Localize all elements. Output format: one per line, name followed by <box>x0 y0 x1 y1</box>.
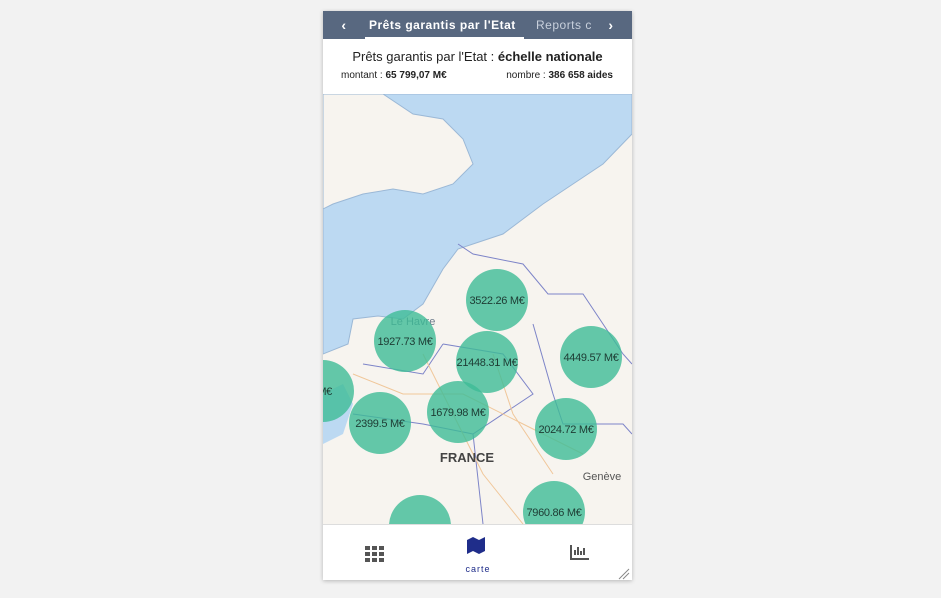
label: montant : <box>341 70 383 81</box>
cluster[interactable]: 4449.57 M€ <box>560 326 622 388</box>
count: nombre : 386 658 aides <box>506 70 613 81</box>
scope: échelle nationale <box>497 49 603 64</box>
tab[interactable]: Reports c <box>536 18 591 32</box>
cluster-circle <box>427 381 489 443</box>
cluster[interactable]: 7960.86 M€ <box>523 481 585 524</box>
cluster-label: 2024.72 M€ <box>538 424 593 436</box>
cluster[interactable]: 2024.72 M€ <box>535 398 597 460</box>
cluster[interactable]: 3522.26 M€ <box>466 269 528 331</box>
cluster-circle <box>456 331 518 393</box>
nav-label[interactable]: carte <box>465 564 490 574</box>
cluster-label: 21448.31 M€ <box>457 357 518 369</box>
tab[interactable]: Prêts garantis par l'Etat <box>365 11 524 39</box>
cluster[interactable]: 2399.5 M€ <box>349 392 411 454</box>
cluster-circle <box>535 398 597 460</box>
cluster-label: M€ <box>323 386 332 398</box>
amount: montant : 65 799,07 M€ <box>341 70 447 81</box>
cluster-circle <box>560 326 622 388</box>
cluster[interactable]: 1679.98 M€ <box>427 381 489 443</box>
uk <box>323 94 474 210</box>
cluster-circle <box>466 269 528 331</box>
cluster-label: 2399.5 M€ <box>355 418 404 430</box>
place-label: FRANCE <box>440 450 494 465</box>
next-tab[interactable]: › <box>608 17 614 33</box>
map-icon[interactable] <box>467 537 485 554</box>
bottom-nav: carte <box>323 524 632 580</box>
grid-icon[interactable] <box>365 546 384 562</box>
cluster-circle <box>323 360 354 422</box>
cluster-circle <box>523 481 585 524</box>
cluster-label: 1679.98 M€ <box>430 407 485 419</box>
cluster-label: 1927.73 M€ <box>377 336 432 348</box>
title: Prêts garantis par l'Etat : <box>352 49 495 64</box>
cluster[interactable]: 1927.73 M€ <box>374 310 436 372</box>
place-label: Genève <box>583 471 622 483</box>
cluster-label: 4449.57 M€ <box>563 352 618 364</box>
summary: Prêts garantis par l'Etat : échelle nati… <box>323 39 632 94</box>
value: 386 658 aides <box>548 70 614 81</box>
cluster[interactable]: M€ <box>323 360 354 422</box>
summary-title: Prêts garantis par l'Etat : échelle nati… <box>323 39 632 64</box>
cluster[interactable]: 21448.31 M€ <box>456 331 518 393</box>
cluster-circle <box>349 392 411 454</box>
cluster-label: 3522.26 M€ <box>469 295 524 307</box>
prev-tab[interactable]: ‹ <box>341 17 347 33</box>
app-frame: ‹ Prêts garantis par l'Etat Reports c › … <box>323 11 632 580</box>
tab-bar: ‹ Prêts garantis par l'Etat Reports c › <box>323 11 632 39</box>
label: nombre : <box>506 70 546 81</box>
nav-icons: carte <box>365 537 630 580</box>
value: 65 799,07 M€ <box>385 70 447 81</box>
cluster[interactable] <box>389 495 451 524</box>
cluster-circle <box>374 310 436 372</box>
cluster-label: 7960.86 M€ <box>526 507 581 519</box>
resize-handle <box>618 568 630 580</box>
map[interactable]: Le HavreFRANCEGenève 3522.26 M€1927.73 M… <box>323 94 632 524</box>
chart-icon[interactable] <box>570 545 589 560</box>
